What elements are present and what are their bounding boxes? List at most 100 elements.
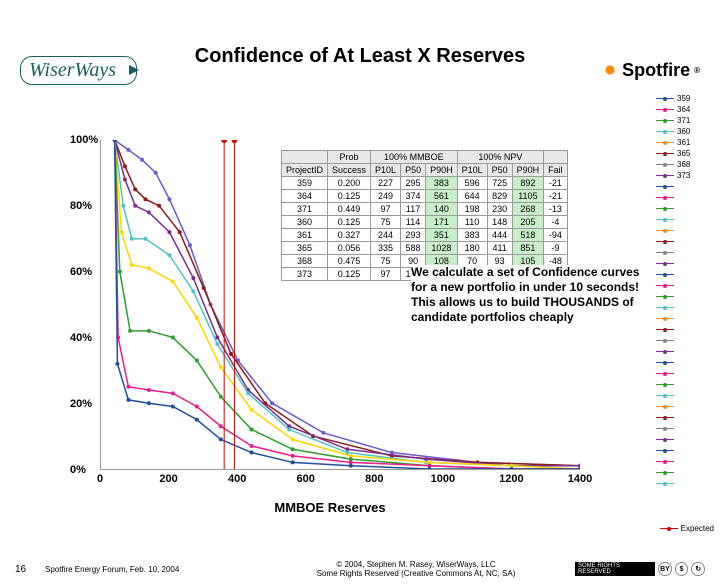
table-cell: 97 [371,268,401,281]
table-header: P90H [426,164,458,177]
marker [128,329,132,333]
marker [195,404,199,408]
legend-mark [656,373,674,375]
marker [250,408,254,412]
marker [120,230,124,234]
table-row: 3600.12575114171110148205-4 [282,216,568,229]
table-row: 3710.44997117140198230268-13 [282,203,568,216]
legend: 359364371360361365368373 [656,93,716,489]
table-cell: 1105 [512,190,544,203]
legend-filler [656,390,716,401]
marker [140,158,144,162]
table-cell: 295 [401,177,426,190]
legend-mark [656,296,674,298]
chart-area: Confidence of > X Reserves Prob100% MMBO… [60,130,600,510]
marker [167,197,171,201]
marker [219,424,223,428]
cc-sa-icon: ↻ [691,562,705,576]
table-cell: 0.125 [328,216,371,229]
table-cell: 364 [282,190,328,203]
legend-mark [656,362,674,364]
legend-mark [656,384,674,386]
marker [143,197,147,201]
table-cell: -9 [544,242,568,255]
legend-mark [656,307,674,309]
table-cell: 180 [457,242,487,255]
legend-label: 360 [677,127,690,136]
footer-center: © 2004, Stephen M. Rasey, WiserWays, LLC… [257,560,575,579]
marker [171,335,175,339]
marker [123,177,127,181]
table-cell: 97 [371,203,401,216]
table-row: 3640.1252493745616448291105-21 [282,190,568,203]
table-cell: 0.056 [328,242,371,255]
legend-mark [656,406,674,408]
legend-filler [656,291,716,302]
legend-label: 364 [677,105,690,114]
legend-label: 365 [677,149,690,158]
legend-item: 361 [656,137,716,148]
marker [229,352,233,356]
table-cell: 1028 [426,242,458,255]
legend-item: 365 [656,148,716,159]
table-cell: 205 [512,216,544,229]
table-header: P10L [457,164,487,177]
spotfire-logo: Spotfire® [602,60,700,81]
table-cell: 596 [457,177,487,190]
table-cell: 518 [512,229,544,242]
table-cell: 0.200 [328,177,371,190]
legend-mark [656,351,674,353]
xtick: 200 [159,473,177,485]
legend-mark [656,318,674,320]
ytick: 60% [70,266,92,278]
table-cell: 171 [426,216,458,229]
table-row: 3610.327244293351383444518-94 [282,229,568,242]
table-header-group: 100% MMBOE [371,151,458,164]
table-cell: 365 [282,242,328,255]
table-header-group: 100% NPV [457,151,544,164]
table-cell: 444 [487,229,512,242]
marker [167,230,171,234]
legend-filler [656,214,716,225]
marker [126,398,130,402]
marker [167,253,171,257]
legend-filler [656,258,716,269]
legend-filler [656,467,716,478]
legend-mark [656,98,674,100]
table-cell: 361 [282,229,328,242]
table-cell: 411 [487,242,512,255]
table-cell: 230 [487,203,512,216]
marker [219,395,223,399]
ytick: 80% [70,200,92,212]
legend-filler [656,269,716,280]
legend-mark [656,340,674,342]
table-cell: 829 [487,190,512,203]
cc-by-icon: BY [658,562,672,576]
table-cell: 227 [371,177,401,190]
marker [191,276,195,280]
legend-item: 373 [656,170,716,181]
marker [126,148,130,152]
marker [157,204,161,208]
table-header: P50 [487,164,512,177]
marker [291,454,295,458]
x-axis-label: MMBOE Reserves [274,500,385,515]
table-cell: 293 [401,229,426,242]
table-cell: 335 [371,242,401,255]
legend-filler [656,478,716,489]
table-cell: 368 [282,255,328,268]
legend-filler [656,379,716,390]
plot-region: Prob100% MMBOE100% NPVProjectIDSuccessP1… [100,140,580,470]
marker [291,460,295,464]
xtick: 0 [97,473,103,485]
table-cell: 268 [512,203,544,216]
legend-filler [656,225,716,236]
table-cell: 351 [426,229,458,242]
reference-dot [221,140,227,143]
expected-mark [660,528,678,530]
legend-mark [656,109,674,111]
table-header: ProjectID [282,164,328,177]
marker [215,335,219,339]
marker [188,243,192,247]
legend-filler [656,412,716,423]
